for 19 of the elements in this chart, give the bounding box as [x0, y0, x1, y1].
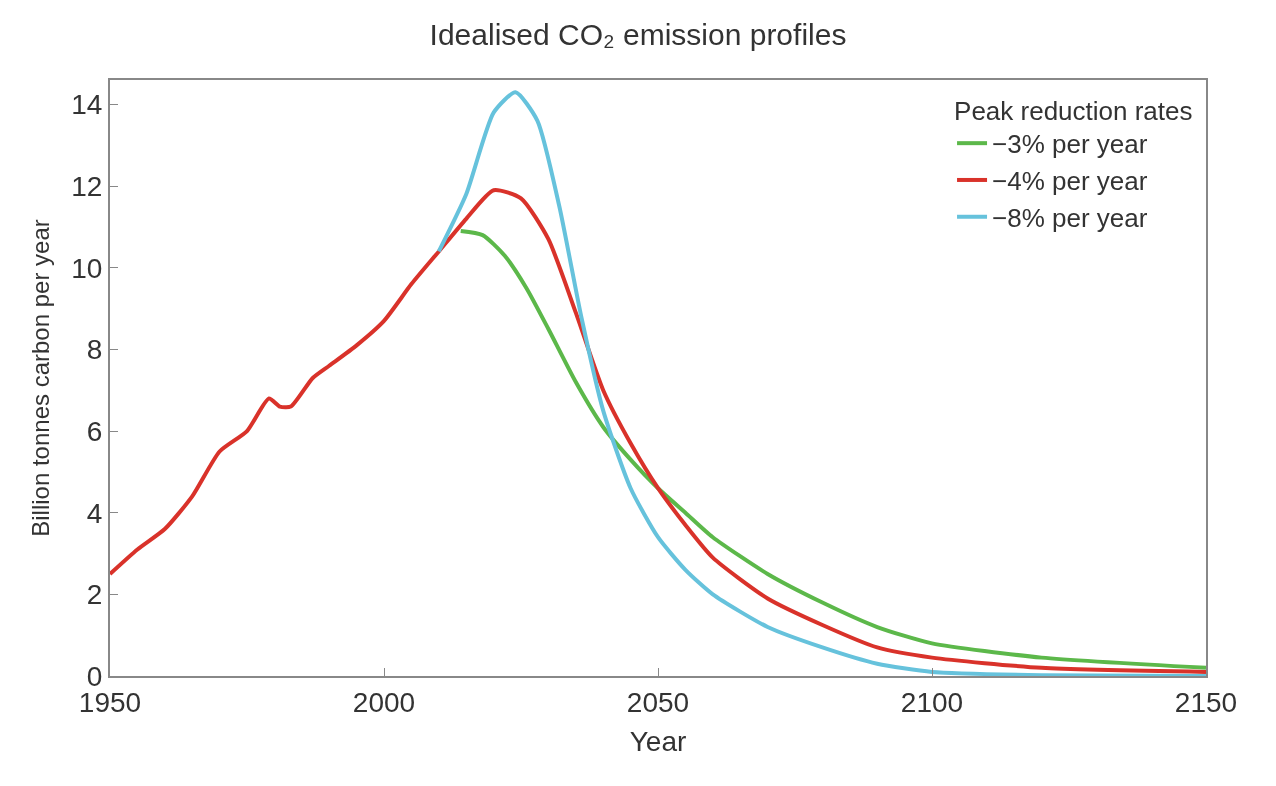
x-tick-label: 2050: [626, 686, 690, 718]
line-series: [436, 90, 1206, 676]
x-tick-label: 2150: [1174, 686, 1238, 718]
y-tick-label: 6: [86, 415, 103, 447]
x-tick-label: 2100: [900, 686, 964, 718]
x-tick-label: 2000: [352, 686, 416, 718]
x-axis-title: Year: [629, 726, 687, 758]
y-tick-label: 14: [71, 89, 103, 121]
legend-label: −3% per year: [992, 129, 1148, 160]
legend-title: Peak reduction rates: [954, 95, 1193, 126]
legend-label: −8% per year: [992, 202, 1148, 233]
y-tick-label: 4: [86, 497, 103, 529]
legend-label: −4% per year: [992, 166, 1148, 197]
chart-title: Idealised CO₂ emission profiles: [429, 17, 847, 51]
y-axis-title: Billion tonnes carbon per year: [26, 219, 54, 537]
y-tick-label: 10: [71, 252, 103, 284]
y-tick-label: 2: [86, 579, 103, 611]
y-tick-label: 12: [71, 170, 103, 202]
y-tick-label: 8: [86, 334, 103, 366]
